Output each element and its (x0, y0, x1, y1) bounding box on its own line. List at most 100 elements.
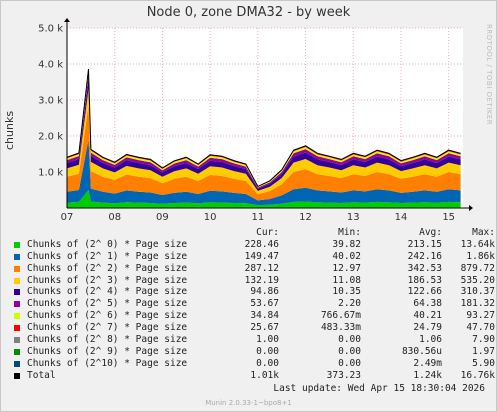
x-tick-label: 08 (108, 212, 121, 223)
series-area (67, 89, 461, 195)
legend-max: 13.64k (460, 238, 495, 250)
x-tick-label: 07 (61, 212, 74, 223)
x-tick-label: 13 (347, 212, 360, 223)
legend-avg: 1.24k (413, 369, 442, 381)
x-tick-label: 10 (204, 212, 217, 223)
legend-max: 310.37 (460, 286, 495, 298)
legend-swatch (14, 337, 20, 344)
legend-swatch (14, 253, 20, 260)
legend-swatch (14, 325, 20, 332)
legend-row: Chunks of (2^10) * Page size 0.00 0.00 2.49… (14, 357, 495, 370)
legend-avg: 213.15 (407, 238, 442, 250)
header-avg: Avg: (419, 227, 442, 238)
legend-label: Chunks of (2^ 2) * Page size (27, 262, 188, 274)
legend-row: Chunks of (2^ 6) * Page size 34.84 766.67m… (14, 310, 495, 322)
legend-max: 7.90 (472, 334, 495, 346)
legend-row: Chunks of (2^ 4) * Page size 94.86 10.35 12… (14, 286, 495, 298)
legend-max: 535.20 (460, 274, 495, 286)
legend-cur: 1.01k (250, 369, 279, 381)
legend-cur: 53.67 (250, 298, 279, 310)
x-tick-label: 14 (395, 212, 408, 223)
chart-title: Node 0, zone DMA32 - by week (146, 5, 351, 20)
legend-row: Chunks of (2^ 7) * Page size 25.67 483.33m… (14, 322, 495, 334)
legend-swatch (14, 277, 20, 284)
legend-cur: 94.86 (250, 286, 279, 298)
series-area (67, 73, 461, 189)
legend-cur: 25.67 (250, 322, 279, 334)
x-tick-labels: 07 08 09 10 11 12 13 14 15 (61, 212, 455, 223)
y-tick-label: 2.0 k (38, 132, 63, 143)
series-area (67, 190, 461, 208)
legend-avg: 64.38 (413, 298, 442, 310)
legend-swatch (14, 241, 20, 248)
legend-min: 483.33m (320, 322, 361, 334)
legend-avg: 40.21 (413, 310, 442, 322)
legend-label: Total (27, 369, 56, 381)
y-tick-label: 5.0 k (38, 24, 63, 35)
total-line (66, 68, 461, 188)
legend-row: Chunks of (2^ 5) * Page size 53.67 2.20 64.… (14, 298, 495, 310)
legend-rows: Chunks of (2^ 0) * Page size 228.46 39.82 2… (14, 238, 495, 382)
series-area (67, 139, 461, 206)
legend-row: Chunks of (2^ 3) * Page size 132.19 11.08 1… (14, 274, 495, 287)
legend-swatch (14, 348, 20, 355)
y-axis-arrow (64, 18, 70, 22)
legend-avg: 186.53 (407, 274, 442, 286)
legend-label: Chunks of (2^ 1) * Page size (27, 250, 188, 262)
legend-max: 47.70 (466, 322, 495, 334)
legend-cur: 0.00 (256, 345, 279, 357)
legend-cur: 149.47 (244, 250, 279, 262)
legend-max: 16.76k (460, 369, 495, 381)
legend-swatch (14, 289, 20, 296)
legend-avg: 830.56u (401, 345, 442, 357)
legend-cur: 132.19 (244, 274, 279, 286)
legend-swatch (14, 372, 20, 379)
legend-cur: 228.46 (244, 238, 279, 250)
y-tick-label: 3.0 k (38, 96, 63, 107)
legend-row: Chunks of (2^ 9) * Page size 0.00 0.00 830.… (14, 345, 495, 358)
legend-header: Cur: Min: Avg: Max: (14, 227, 495, 239)
legend-min: 12.97 (332, 262, 361, 274)
last-update: Last update: Wed Apr 15 18:30:04 2026 (273, 383, 485, 394)
header-cur: Cur: (256, 227, 279, 238)
legend-avg: 342.53 (407, 262, 442, 274)
x-tick-label: 15 (442, 212, 455, 223)
legend-row: Chunks of (2^ 0) * Page size 228.46 39.82 2… (14, 238, 495, 251)
legend-row: Chunks of (2^ 8) * Page size 1.00 0.00 1.06… (14, 334, 495, 346)
legend-avg: 2.49m (413, 357, 442, 369)
y-tick-labels: 1.0 k 2.0 k 3.0 k 4.0 k 5.0 k (38, 24, 63, 179)
y-tick-label: 1.0 k (38, 168, 63, 179)
stacked-areas (66, 68, 461, 208)
series-area (67, 105, 461, 201)
legend-label: Chunks of (2^ 7) * Page size (27, 322, 188, 334)
legend-min: 766.67m (320, 310, 361, 322)
legend-label: Chunks of (2^10) * Page size (27, 357, 188, 369)
x-tick-label: 12 (299, 212, 312, 223)
legend-min: 2.20 (338, 298, 361, 310)
legend-min: 0.00 (338, 334, 361, 346)
legend-label: Chunks of (2^ 0) * Page size (27, 238, 188, 250)
legend-max: 1.97 (472, 345, 495, 357)
legend-label: Chunks of (2^ 6) * Page size (27, 310, 188, 322)
legend-label: Chunks of (2^ 9) * Page size (27, 345, 188, 357)
legend-swatch (14, 313, 20, 320)
legend-max: 5.90 (472, 357, 495, 369)
x-axis-arrow (469, 205, 473, 211)
legend-avg: 242.16 (407, 250, 442, 262)
legend-min: 11.08 (332, 274, 361, 286)
legend-min: 10.35 (332, 286, 361, 298)
legend-min: 0.00 (338, 345, 361, 357)
legend-cur: 0.00 (256, 357, 279, 369)
legend-min: 40.02 (332, 250, 361, 262)
x-tick-label: 11 (251, 212, 264, 223)
legend-min: 373.23 (326, 369, 361, 381)
legend-max: 1.86k (466, 250, 495, 262)
legend-avg: 1.06 (419, 334, 442, 346)
legend-cur: 1.00 (256, 334, 279, 346)
series-area (67, 79, 461, 191)
legend-cur: 34.84 (250, 310, 279, 322)
legend-label: Chunks of (2^ 8) * Page size (27, 334, 188, 346)
legend-row: Chunks of (2^ 2) * Page size 287.12 12.97 3… (14, 262, 495, 275)
legend-row: Total 1.01k 373.23 1.24k 16.76k (14, 369, 495, 382)
